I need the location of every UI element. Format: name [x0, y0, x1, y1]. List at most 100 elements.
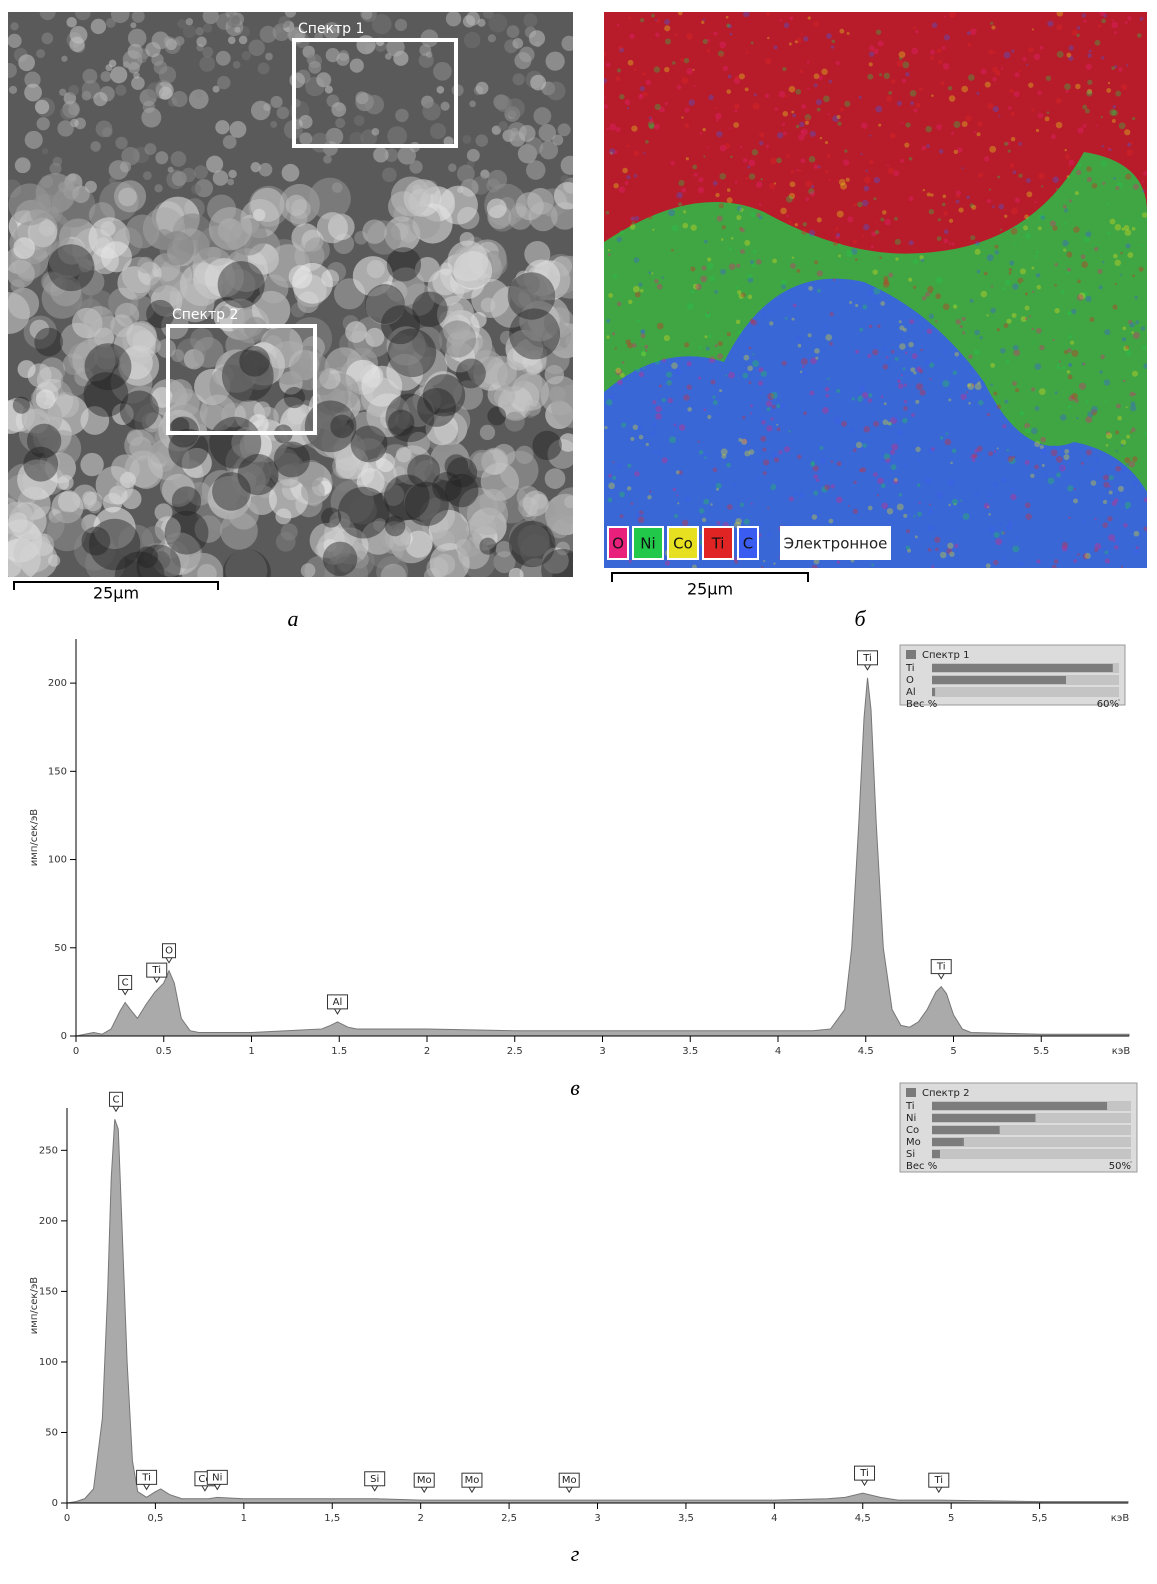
- map-speck: [784, 446, 790, 452]
- y-tick-label: 150: [39, 1286, 58, 1297]
- map-speck: [1137, 33, 1142, 38]
- map-speck: [881, 459, 884, 462]
- map-speck: [1109, 490, 1113, 494]
- map-speck: [821, 69, 827, 75]
- map-speck: [1026, 191, 1032, 197]
- map-speck: [637, 319, 640, 322]
- map-speck: [1060, 414, 1066, 420]
- x-tick-label: 0.5: [156, 1046, 172, 1057]
- map-speck: [831, 45, 834, 48]
- map-speck: [915, 30, 919, 34]
- map-speck: [1008, 150, 1011, 153]
- map-speck: [1082, 13, 1086, 17]
- map-speck: [899, 57, 902, 60]
- x-tick-label: 1: [241, 1513, 247, 1524]
- sem-grain: [439, 320, 476, 357]
- map-speck: [869, 325, 872, 328]
- y-tick-label: 100: [48, 855, 67, 866]
- map-speck: [910, 90, 917, 97]
- map-speck: [772, 405, 776, 409]
- sem-grain: [354, 115, 365, 126]
- map-speck: [937, 236, 942, 241]
- map-speck: [975, 383, 982, 390]
- map-speck: [886, 96, 892, 102]
- map-speck: [703, 39, 708, 44]
- map-speck: [1103, 500, 1107, 504]
- sem-grain: [177, 19, 186, 28]
- map-speck: [632, 221, 635, 224]
- map-speck: [782, 123, 785, 126]
- map-speck: [1025, 502, 1031, 508]
- map-speck: [1064, 350, 1068, 354]
- map-speck: [700, 276, 707, 283]
- map-speck: [1103, 482, 1109, 488]
- sem-grain: [10, 22, 18, 30]
- map-speck: [895, 339, 897, 341]
- map-speck: [655, 360, 660, 365]
- x-axis-label: кэВ: [1111, 1513, 1130, 1524]
- map-speck: [809, 230, 815, 236]
- legend-label: Электронное: [784, 535, 888, 553]
- sem-grain: [248, 39, 265, 56]
- map-speck: [786, 154, 790, 158]
- map-speck: [890, 133, 896, 139]
- map-speck: [1040, 437, 1046, 443]
- map-speck: [1041, 215, 1046, 220]
- map-speck: [788, 220, 791, 223]
- map-speck: [619, 492, 625, 498]
- map-speck: [659, 384, 662, 387]
- map-speck: [719, 41, 726, 48]
- panel-label: в: [570, 1075, 580, 1100]
- map-speck: [679, 424, 685, 430]
- map-speck: [752, 360, 759, 367]
- sem-grain: [276, 27, 283, 34]
- map-speck: [630, 502, 633, 505]
- map-speck: [816, 99, 822, 105]
- peak-marker: [154, 977, 160, 982]
- map-speck: [908, 278, 912, 282]
- map-speck: [678, 11, 683, 16]
- map-speck: [1087, 53, 1092, 58]
- map-speck: [909, 196, 914, 201]
- map-speck: [662, 398, 666, 402]
- sem-grain: [37, 117, 50, 130]
- sem-grain: [561, 36, 576, 51]
- map-speck: [961, 86, 968, 93]
- y-tick-label: 150: [48, 766, 67, 777]
- sem-grain: [11, 279, 25, 293]
- map-speck: [990, 308, 996, 314]
- map-speck: [1010, 487, 1013, 490]
- map-speck: [763, 459, 769, 465]
- map-speck: [730, 156, 733, 159]
- map-speck: [1068, 363, 1072, 367]
- sem-shadow: [405, 482, 449, 526]
- map-speck: [628, 60, 634, 66]
- map-speck: [1111, 66, 1115, 70]
- map-speck: [655, 33, 660, 38]
- map-speck: [617, 463, 622, 468]
- sem-shadow: [447, 457, 477, 487]
- map-speck: [709, 356, 716, 363]
- map-speck: [853, 509, 858, 514]
- map-speck: [887, 164, 889, 166]
- map-speck: [981, 291, 988, 298]
- map-speck: [902, 418, 908, 424]
- sem-grain: [91, 19, 106, 34]
- map-speck: [1032, 28, 1034, 30]
- map-speck: [1019, 174, 1023, 178]
- map-speck: [1085, 296, 1091, 302]
- map-speck: [681, 116, 683, 118]
- map-speck: [1020, 268, 1026, 274]
- map-speck: [974, 349, 980, 355]
- map-speck: [652, 229, 654, 231]
- map-speck: [822, 407, 829, 414]
- map-speck: [1021, 281, 1024, 284]
- map-speck: [1132, 227, 1136, 231]
- sem-grain: [18, 54, 35, 71]
- map-speck: [1053, 176, 1059, 182]
- map-speck: [896, 439, 900, 443]
- inset-bar: [932, 1150, 940, 1158]
- map-speck: [1039, 345, 1044, 350]
- map-speck: [608, 253, 611, 256]
- map-speck: [929, 504, 931, 506]
